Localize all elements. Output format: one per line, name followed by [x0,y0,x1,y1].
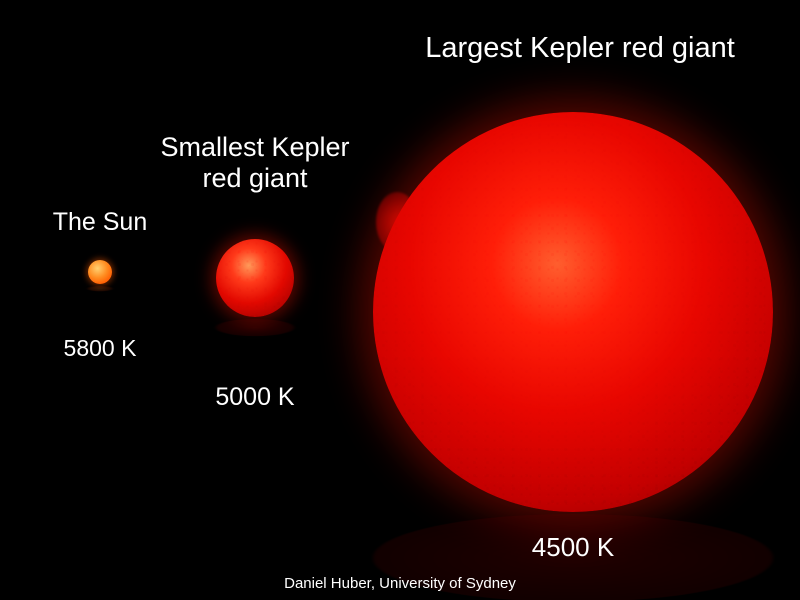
sun-reflection [88,286,112,291]
sun-label: The Sun [0,208,300,237]
sun-temperature: 5800 K [0,335,300,361]
large-red-giant-label: Largest Kepler red giant [380,32,780,65]
large-red-giant-temperature: 4500 K [373,533,773,563]
small-red-giant-label: Smallest Kepler red giant [55,132,455,194]
sun-star [88,260,112,284]
small-red-giant-star [216,239,294,317]
large-red-giant-star [373,112,773,512]
credit-text: Daniel Huber, University of Sydney [150,575,650,592]
small-red-giant-reflection [216,319,294,336]
